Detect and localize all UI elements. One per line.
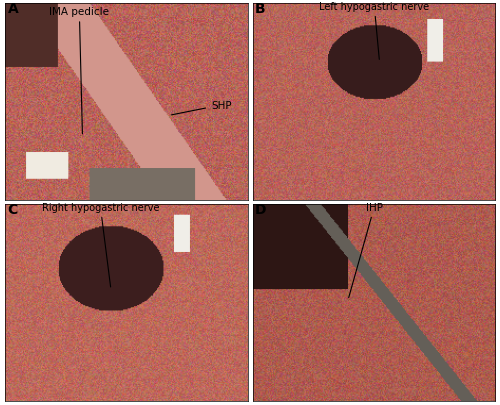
Text: C: C <box>8 202 18 216</box>
Text: IMA pedicle: IMA pedicle <box>50 7 110 134</box>
Text: Left hypogastric nerve: Left hypogastric nerve <box>319 2 430 60</box>
Text: SHP: SHP <box>172 101 232 115</box>
Text: D: D <box>255 202 266 216</box>
Text: Right hypogastric nerve: Right hypogastric nerve <box>42 202 159 287</box>
Text: B: B <box>255 2 266 16</box>
Text: IHP: IHP <box>348 202 383 298</box>
Text: A: A <box>8 2 18 16</box>
